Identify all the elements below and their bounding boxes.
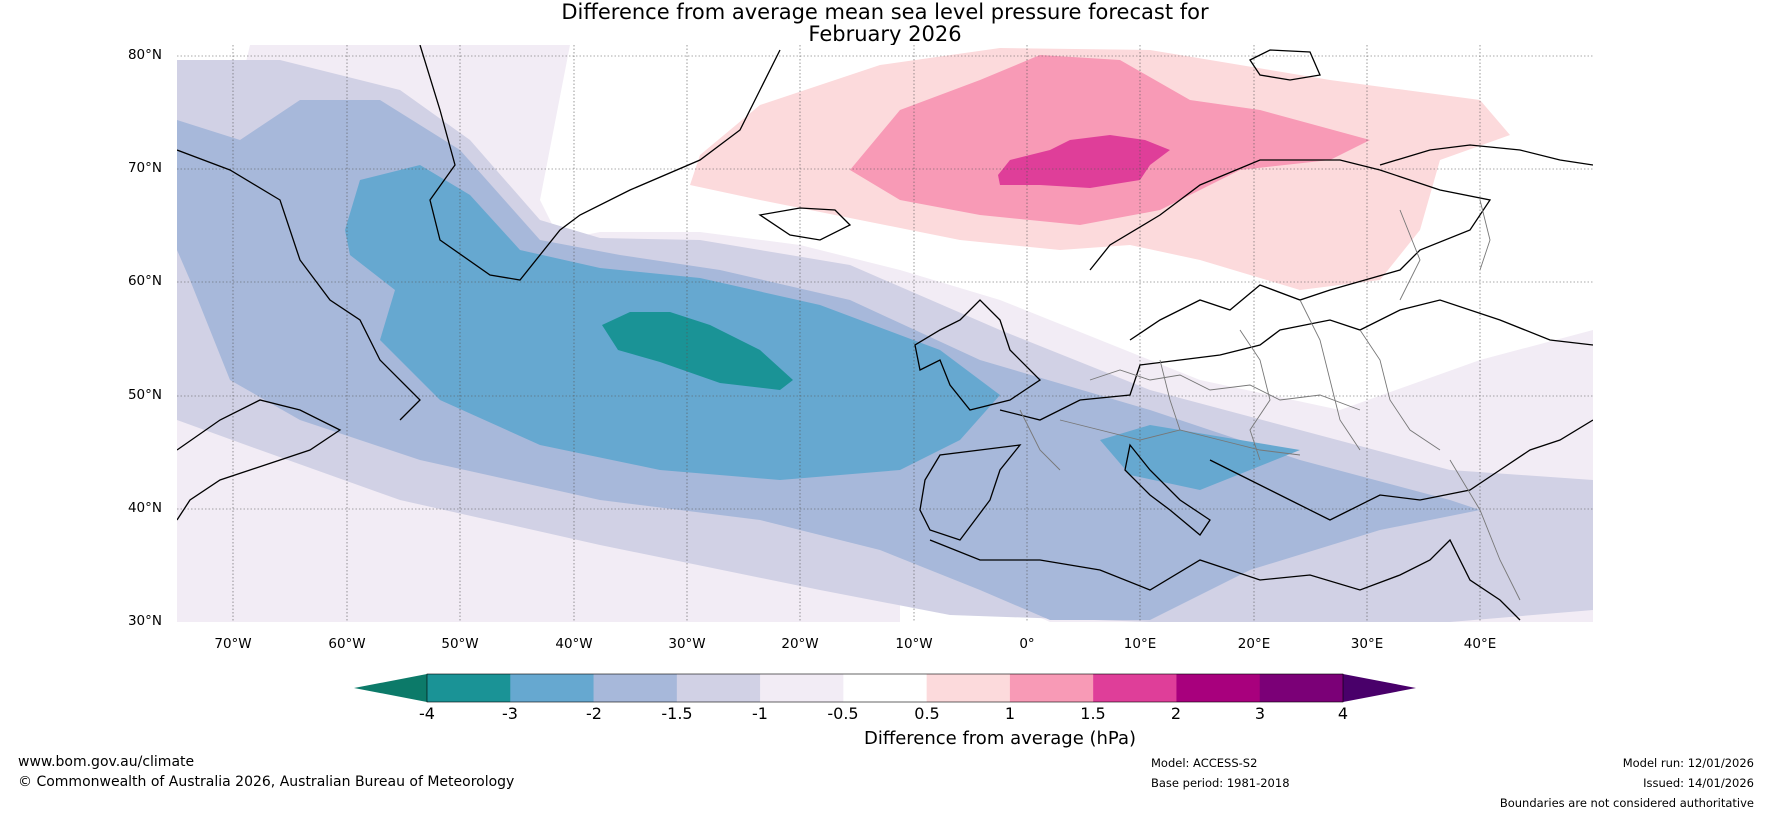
- colorbar-tick: 1: [1004, 704, 1016, 723]
- greenland-coast: [419, 45, 781, 281]
- baffin-coast: [177, 149, 421, 421]
- british-isles-coast: [914, 299, 1042, 411]
- coastlines: [177, 45, 1593, 621]
- colorbar-segments: [427, 674, 1344, 702]
- colorbar-tick: 2: [1170, 704, 1182, 723]
- graticule: [177, 45, 1593, 622]
- colorbar-tick: -1.5: [661, 704, 693, 723]
- colorbar-segment: [1009, 674, 1094, 702]
- colorbar-segment: [676, 674, 761, 702]
- colorbar-segment: [843, 674, 928, 702]
- colorbar-segment: [593, 674, 678, 702]
- footer-model: Model: ACCESS-S2: [1151, 756, 1258, 770]
- north-america-coast: [177, 399, 342, 521]
- colorbar-label: Difference from average (hPa): [863, 728, 1137, 749]
- lon-label-70w: 70°W: [214, 636, 252, 652]
- colorbar-segment: [760, 674, 844, 702]
- colorbar-segment: [1093, 674, 1177, 702]
- lon-label-20w: 20°W: [781, 636, 819, 652]
- mediterranean-coast: [929, 538, 1521, 621]
- colorbar-tick: -3: [502, 704, 518, 723]
- iberia-coast: [919, 444, 1022, 541]
- colorbar-under-arrow: [354, 674, 427, 702]
- lon-label-30w: 30°W: [668, 636, 706, 652]
- colorbar-tick: 4: [1337, 704, 1349, 723]
- footer-base-period: Base period: 1981-2018: [1151, 776, 1290, 790]
- lat-label-40n: 40°N: [127, 500, 162, 516]
- country-borders: [1019, 199, 1521, 601]
- footer-website: www.bom.gov.au/climate: [18, 754, 195, 770]
- lat-label-50n: 50°N: [127, 387, 162, 403]
- lon-label-40e: 40°E: [1463, 636, 1497, 652]
- lon-label-40w: 40°W: [555, 636, 593, 652]
- colorbar-segment: [510, 674, 595, 702]
- colorbar-tick: 3: [1254, 704, 1266, 723]
- anomaly-core-plus1-5: [998, 135, 1170, 188]
- lon-label-0: 0°: [1019, 636, 1035, 652]
- italy-coast: [1124, 443, 1211, 536]
- colorbar-tick: 0.5: [914, 704, 940, 723]
- colorbar-tick: -4: [419, 704, 435, 723]
- map-title-line-2: February 2026: [808, 22, 962, 46]
- colorbar-segment: [427, 674, 511, 702]
- colorbar-segment: [1176, 674, 1261, 702]
- colorbar-outline: [426, 673, 1344, 703]
- lat-label-30n: 30°N: [127, 613, 162, 629]
- lon-label-50w: 50°W: [441, 636, 479, 652]
- lon-label-30e: 30°E: [1350, 636, 1384, 652]
- anomaly-core-minus4: [602, 312, 793, 390]
- balkans-coast: [1209, 419, 1593, 521]
- europe-coast: [999, 299, 1593, 421]
- colorbar-tick: -0.5: [827, 704, 859, 723]
- lon-label-20e: 20°E: [1237, 636, 1271, 652]
- russia-arctic-coast: [1379, 144, 1593, 166]
- lat-label-80n: 80°N: [127, 47, 162, 63]
- lon-label-10e: 10°E: [1123, 636, 1157, 652]
- scandinavia-coast: [1089, 159, 1492, 341]
- anomaly-band-minus3-balkans: [1100, 425, 1300, 490]
- colorbar-segment: [926, 674, 1011, 702]
- footer-disclaimer: Boundaries are not considered authoritat…: [1499, 796, 1754, 810]
- colorbar-over-arrow: [1343, 674, 1416, 702]
- colorbar-tick: -1: [752, 704, 768, 723]
- footer-issued: Issued: 14/01/2026: [1643, 776, 1754, 790]
- lon-label-60w: 60°W: [328, 636, 366, 652]
- lat-label-60n: 60°N: [127, 273, 162, 289]
- map-title-line-1: Difference from average mean sea level p…: [561, 0, 1209, 24]
- colorbar-segment: [1259, 674, 1344, 702]
- iceland-coast: [758, 207, 852, 241]
- svalbard-coast: [1249, 49, 1321, 81]
- footer-copyright: © Commonwealth of Australia 2026, Austra…: [18, 774, 515, 790]
- anomaly-fields: [177, 45, 1593, 622]
- lon-label-10w: 10°W: [895, 636, 933, 652]
- colorbar-tick: -2: [586, 704, 602, 723]
- lat-label-70n: 70°N: [127, 160, 162, 176]
- footer-model-run: Model run: 12/01/2026: [1622, 756, 1754, 770]
- colorbar-tick: 1.5: [1080, 704, 1106, 723]
